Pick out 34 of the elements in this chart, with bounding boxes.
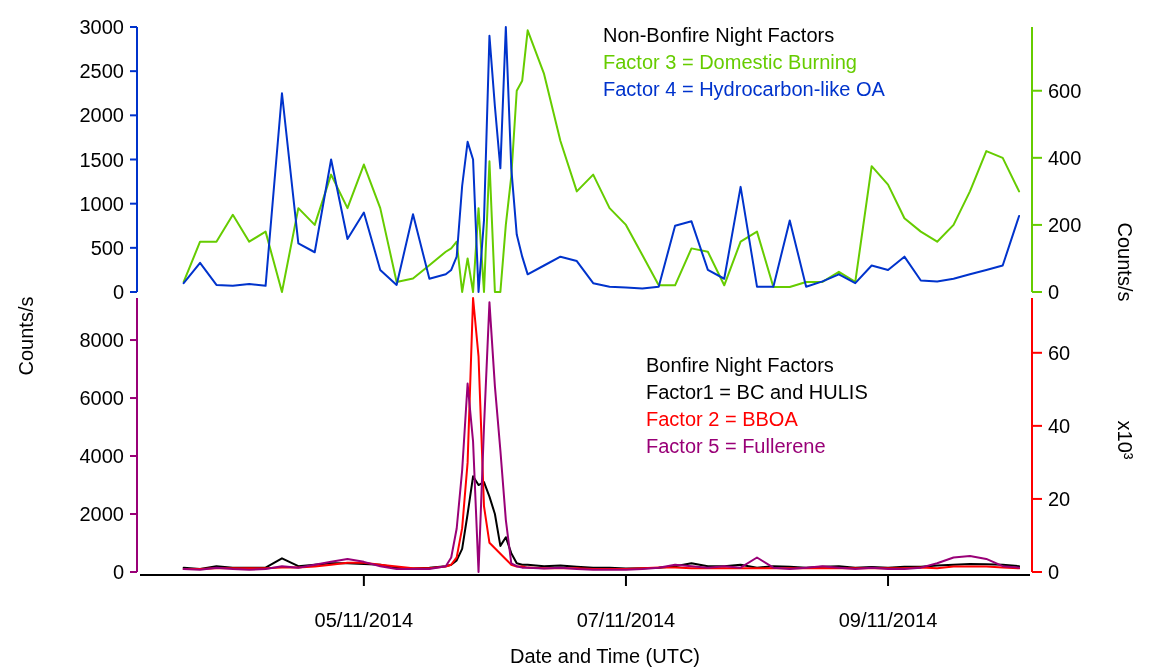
text: Factor 3 = Domestic Burning <box>603 51 857 73</box>
legend-title: Bonfire Night Factors <box>646 354 834 376</box>
text: Factor1 = BC and HULIS <box>646 381 868 403</box>
y-axis-title: Counts/s <box>15 296 37 376</box>
x-axis-title: Date and Time (UTC) <box>509 645 701 667</box>
y2-tick-label: 40 <box>1048 414 1071 437</box>
y2-tick-label: 200 <box>1048 213 1082 236</box>
y-tick-label: 3000 <box>79 16 124 38</box>
y-tick-label: 500 <box>90 236 124 259</box>
text: Factor 4 = Hydrocarbon-like OA <box>603 78 886 100</box>
x-tick-label: 05/11/2014 <box>314 609 414 631</box>
y2-tick-label: 400 <box>1048 146 1082 169</box>
y2-tick-label: 0 <box>1048 281 1060 303</box>
y-tick-label: 2000 <box>79 503 124 526</box>
y2-axis-title: x10³ <box>1114 420 1136 460</box>
y-tick-label: 1000 <box>79 192 124 215</box>
text: Factor 2 = BBOA <box>646 408 799 430</box>
y2-axis-title: Counts/s <box>1114 222 1136 302</box>
y2-tick-label: 600 <box>1048 79 1082 102</box>
x-tick-label: 07/11/2014 <box>576 609 676 631</box>
y-tick-label: 8000 <box>79 329 124 352</box>
y2-tick-label: 0 <box>1048 561 1060 583</box>
y-tick-label: 2000 <box>79 104 124 127</box>
text: Factor 5 = Fullerene <box>646 435 826 457</box>
legend-title: Non-Bonfire Night Factors <box>603 24 835 46</box>
x-tick-label: 09/11/2014 <box>838 609 938 631</box>
y-tick-label: 0 <box>112 281 124 303</box>
y2-tick-label: 60 <box>1048 341 1071 364</box>
y-tick-label: 4000 <box>79 445 124 468</box>
y-tick-label: 2500 <box>79 60 124 83</box>
y-tick-label: 6000 <box>79 387 124 410</box>
y2-tick-label: 20 <box>1048 487 1071 510</box>
y-tick-label: 1500 <box>79 148 124 171</box>
y-tick-label: 0 <box>112 561 124 583</box>
